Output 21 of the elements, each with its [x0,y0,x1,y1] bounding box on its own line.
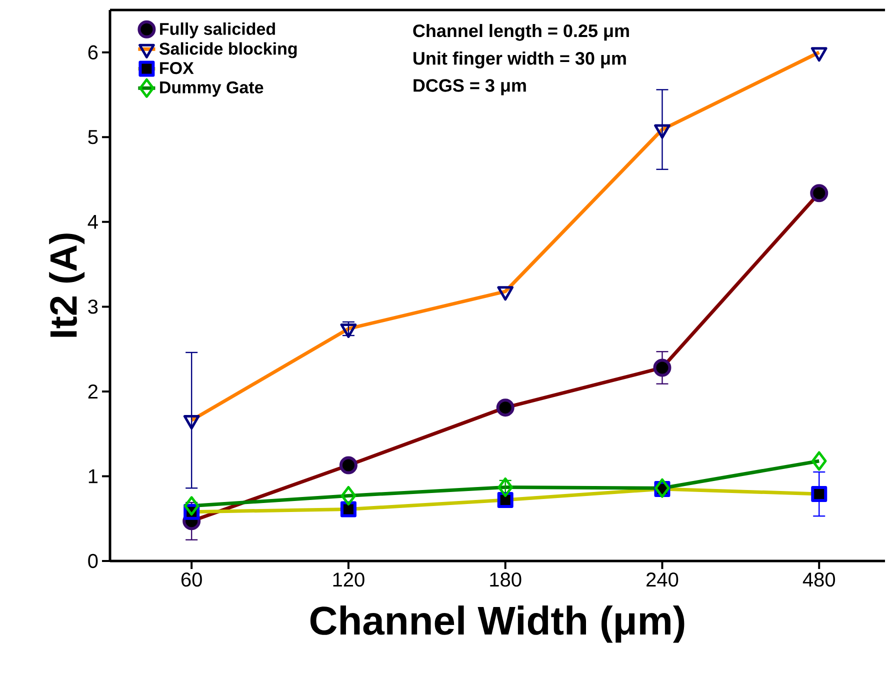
annotation: Channel length = 0.25 μm [413,24,629,41]
legend-label: FOX [160,62,194,74]
y-tick-label: 1 [88,469,98,484]
y-tick-label: 6 [88,45,98,60]
y-axis-title: It2 (A) [49,234,85,337]
x-tick-label: 480 [802,572,836,587]
y-tick-label: 2 [88,384,98,398]
x-tick-label: 60 [181,572,202,587]
x-tick-label: 180 [490,572,522,587]
y-tick-label: 5 [88,130,98,144]
y-tick-label: 4 [88,215,98,229]
legend-label: Fully salicided [160,22,275,38]
legend-label: Dummy Gate [160,81,264,97]
x-tick-label: 240 [646,572,678,587]
legend-label: Salicide blocking [159,42,297,58]
x-axis-title: Channel Width (μm) [310,606,684,643]
annotation: DCGS = 3 μm [414,79,526,96]
annotation: Unit finger width = 30 μm [414,52,626,68]
x-tick-label: 120 [333,572,364,587]
y-tick-label: 0 [88,554,98,568]
y-tick-label: 3 [88,300,98,314]
